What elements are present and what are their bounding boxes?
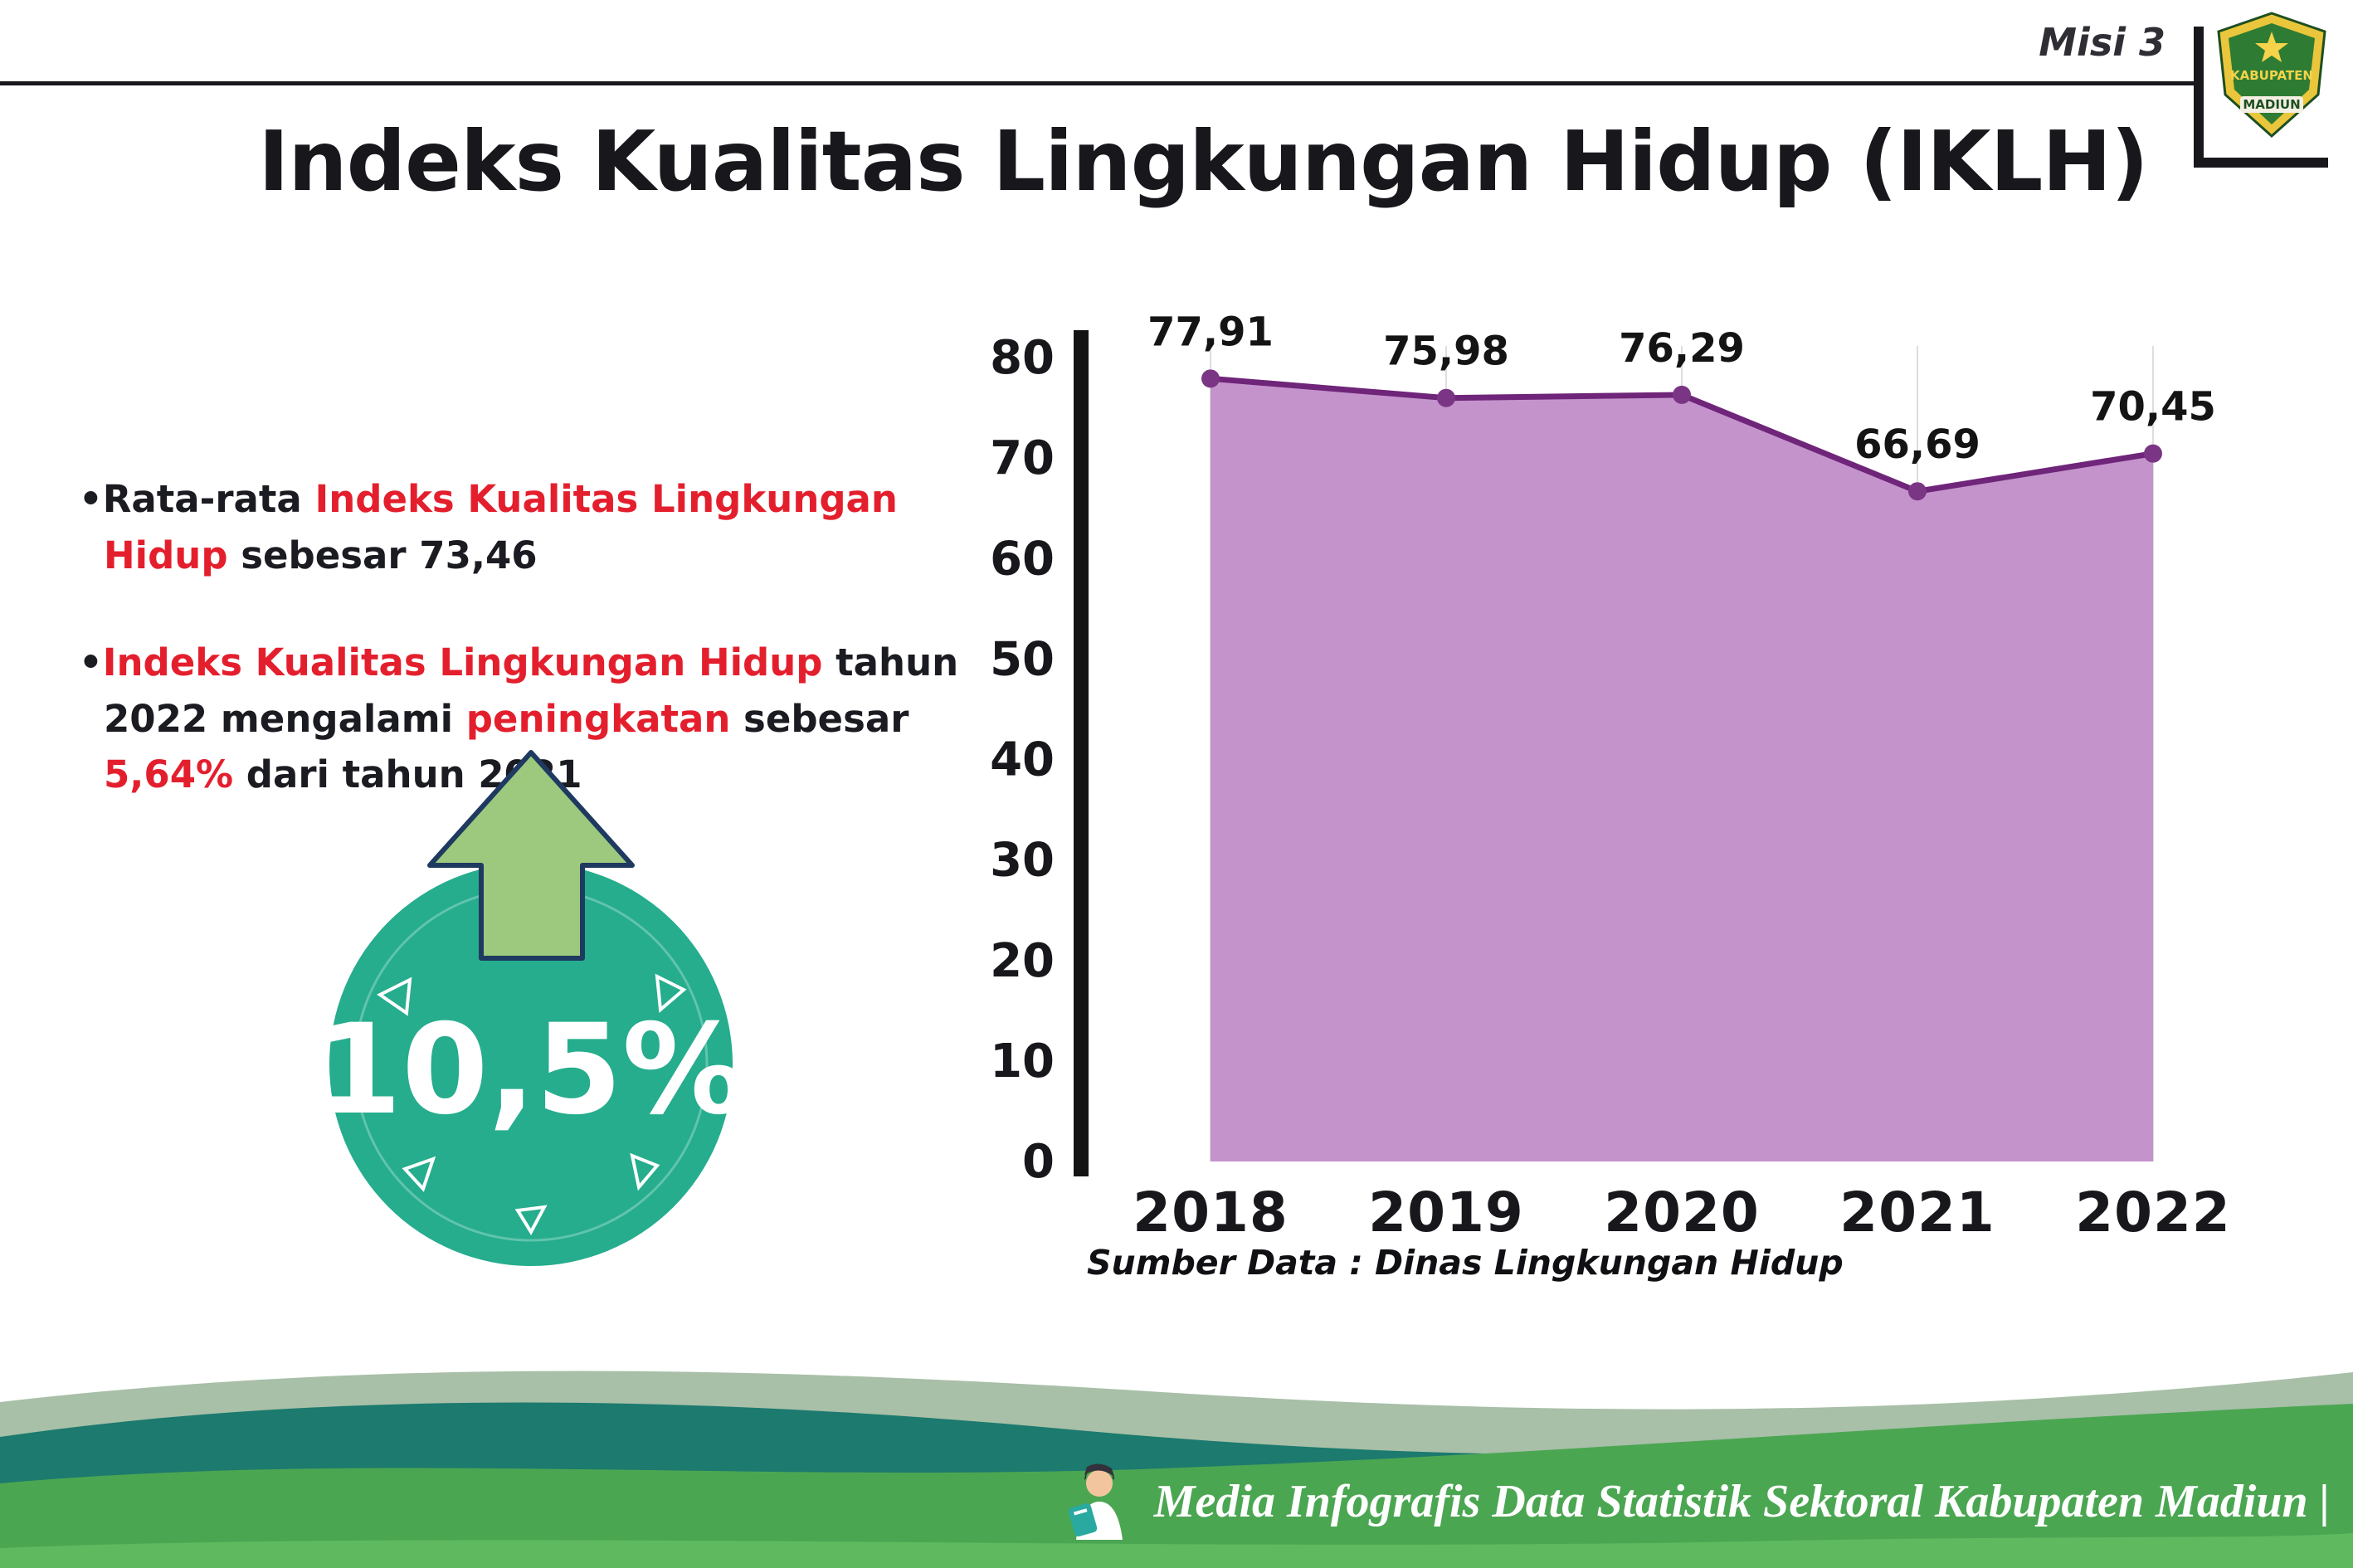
bullet-marker: • [79,477,103,521]
bullet-text-segment: Indeks Kualitas Lingkungan Hidup [104,477,898,577]
up-arrow-icon [427,750,635,961]
chart-marker [1437,388,1455,407]
chart-marker [1201,369,1220,388]
decor-triangle-icon [402,1156,436,1192]
badge-percentage: 10,5% [322,998,747,1142]
bullet-list: •Rata-rata Indeks Kualitas Lingkungan Hi… [79,471,975,803]
y-tick-label: 20 [990,934,1055,988]
x-category-label: 2019 [1368,1181,1524,1244]
chart-value-label: 77,91 [1147,309,1274,355]
y-tick-label: 80 [990,331,1055,385]
bullet-text-segment: sebesar 73,46 [227,533,538,577]
decor-triangle-icon [514,1205,548,1236]
misi-label: Misi 3 [2039,20,2165,65]
chart-value-label: 76,29 [1619,325,1745,372]
x-category-label: 2021 [1839,1181,1995,1244]
logo-bottom-text: MADIUN [2243,97,2300,112]
y-tick-label: 0 [1022,1135,1055,1189]
y-tick-label: 40 [990,733,1055,787]
y-axis-bar [1074,330,1089,1176]
y-tick-label: 10 [990,1035,1055,1088]
chart-value-label: 66,69 [1854,421,1980,468]
footer-credit: Media Infografis Data Statistik Sektoral… [1061,1460,2330,1543]
chart-value-label: 75,98 [1383,329,1509,375]
decor-triangle-icon [377,976,412,1016]
iklh-chart-svg: 77,91 75,98 76,29 66,69 70,45 0 10 20 30 40 50 60 70… [990,309,2231,1244]
footer-text: Media Infografis Data Statistik Sektoral… [1153,1476,2330,1527]
y-tick-label: 60 [990,532,1055,586]
chart-marker [1908,482,1927,501]
iklh-chart: 77,91 75,98 76,29 66,69 70,45 0 10 20 30 40 50 60 70… [979,299,2273,1278]
y-tick-label: 70 [990,431,1055,485]
kabupaten-madiun-logo: KABUPATEN MADIUN [2192,10,2335,169]
x-category-label: 2022 [2075,1181,2231,1244]
logo-frame-icon: KABUPATEN MADIUN [2194,12,2328,168]
bullet-text-segment: Indeks Kualitas Lingkungan Hidup [102,640,823,684]
logo-top-text: KABUPATEN [2230,68,2313,83]
chart-value-label: 70,45 [2090,384,2216,431]
bullet-item: •Rata-rata Indeks Kualitas Lingkungan Hi… [79,471,975,583]
bullet-text-segment: 5,64% [104,752,234,796]
y-tick-label: 50 [990,632,1055,686]
footer-wave-art [0,1371,2353,1568]
decor-triangle-icon [630,1152,660,1191]
x-category-label: 2020 [1604,1181,1760,1244]
increase-badge: 10,5% [315,741,753,1284]
bullet-text-segment: sebesar [730,696,909,741]
chart-marker [1673,385,1691,404]
chart-marker [2144,444,2162,463]
bullet-text-segment: peningkatan [465,696,731,741]
mascot-icon [1068,1463,1123,1540]
header-rule [0,81,2200,85]
bullet-marker: • [79,640,103,684]
page-title: Indeks Kualitas Lingkungan Hidup (IKLH) [258,113,2149,210]
bullet-item: •Indeks Kualitas Lingkungan Hidup tahun … [79,635,975,803]
x-category-label: 2018 [1133,1181,1289,1244]
bullet-text-segment: tahun 2022 mengalami [104,640,959,741]
bullet-text-segment: Rata-rata [102,477,315,521]
decor-triangle-icon [655,973,687,1014]
y-tick-label: 30 [990,834,1055,888]
chart-area [1211,378,2153,1161]
chart-source-note: Sumber Data : Dinas Lingkungan Hidup [1087,1243,1844,1283]
